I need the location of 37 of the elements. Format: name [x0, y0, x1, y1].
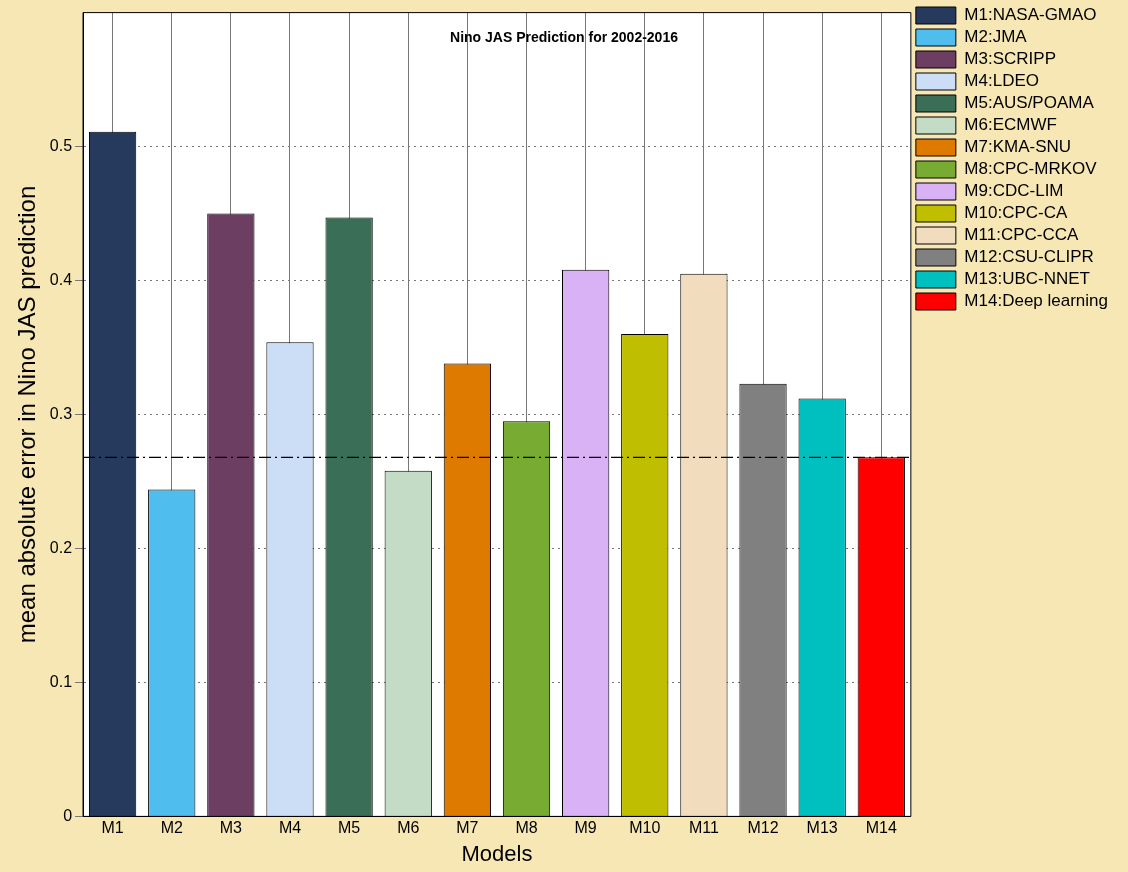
x-tick-label: M3: [219, 819, 243, 837]
legend-label: M6:ECMWF: [964, 115, 1057, 135]
legend-label: M12:CSU-CLIPR: [964, 247, 1094, 267]
x-tick-label: M4: [278, 819, 302, 837]
x-tick-label: M1: [101, 819, 124, 837]
x-tick-label: M10: [629, 819, 661, 837]
x-tick-label: M2: [160, 819, 183, 837]
legend-label: M13:UBC-NNET: [964, 269, 1090, 289]
x-tick-label: M13: [806, 819, 838, 837]
x-tick-label: M14: [865, 819, 897, 837]
text: Nino JAS Prediction for 2002-2016: [450, 29, 679, 46]
y-tick-label: 0.1: [49, 672, 73, 690]
x-tick-label: M5: [338, 819, 361, 837]
legend-label: M1:NASA-GMAO: [964, 5, 1097, 25]
y-tick-label: 0.3: [49, 404, 73, 422]
y-tick-label: 0.2: [49, 538, 73, 556]
y-tick-label: 0: [63, 806, 73, 824]
legend-label: M9:CDC-LIM: [964, 181, 1064, 201]
legend-label: M5:AUS/POAMA: [964, 93, 1095, 113]
x-tick-label: M9: [574, 819, 597, 837]
x-tick-label: M7: [456, 819, 479, 837]
y-axis-title: mean absolute error in Nino JAS prediction: [13, 185, 41, 644]
y-tick-label: 0.5: [49, 136, 73, 154]
legend-label: M8:CPC-MRKOV: [964, 159, 1098, 179]
legend-label: M2:JMA: [964, 27, 1028, 47]
y-tick-label: 0.4: [49, 270, 73, 288]
x-axis-title: Models: [461, 840, 533, 866]
legend-label: M11:CPC-CCA: [964, 225, 1079, 245]
x-tick-label: M11: [688, 819, 719, 837]
x-tick-label: M12: [747, 819, 779, 837]
legend-label: M4:LDEO: [964, 71, 1039, 91]
x-tick-label: M6: [397, 819, 420, 837]
legend-label: M14:Deep learning: [964, 291, 1109, 311]
legend-label: M7:KMA-SNU: [964, 137, 1072, 157]
legend-label: M3:SCRIPP: [964, 49, 1056, 69]
x-tick-label: M8: [515, 819, 538, 837]
legend-label: M10:CPC-CA: [964, 203, 1068, 223]
